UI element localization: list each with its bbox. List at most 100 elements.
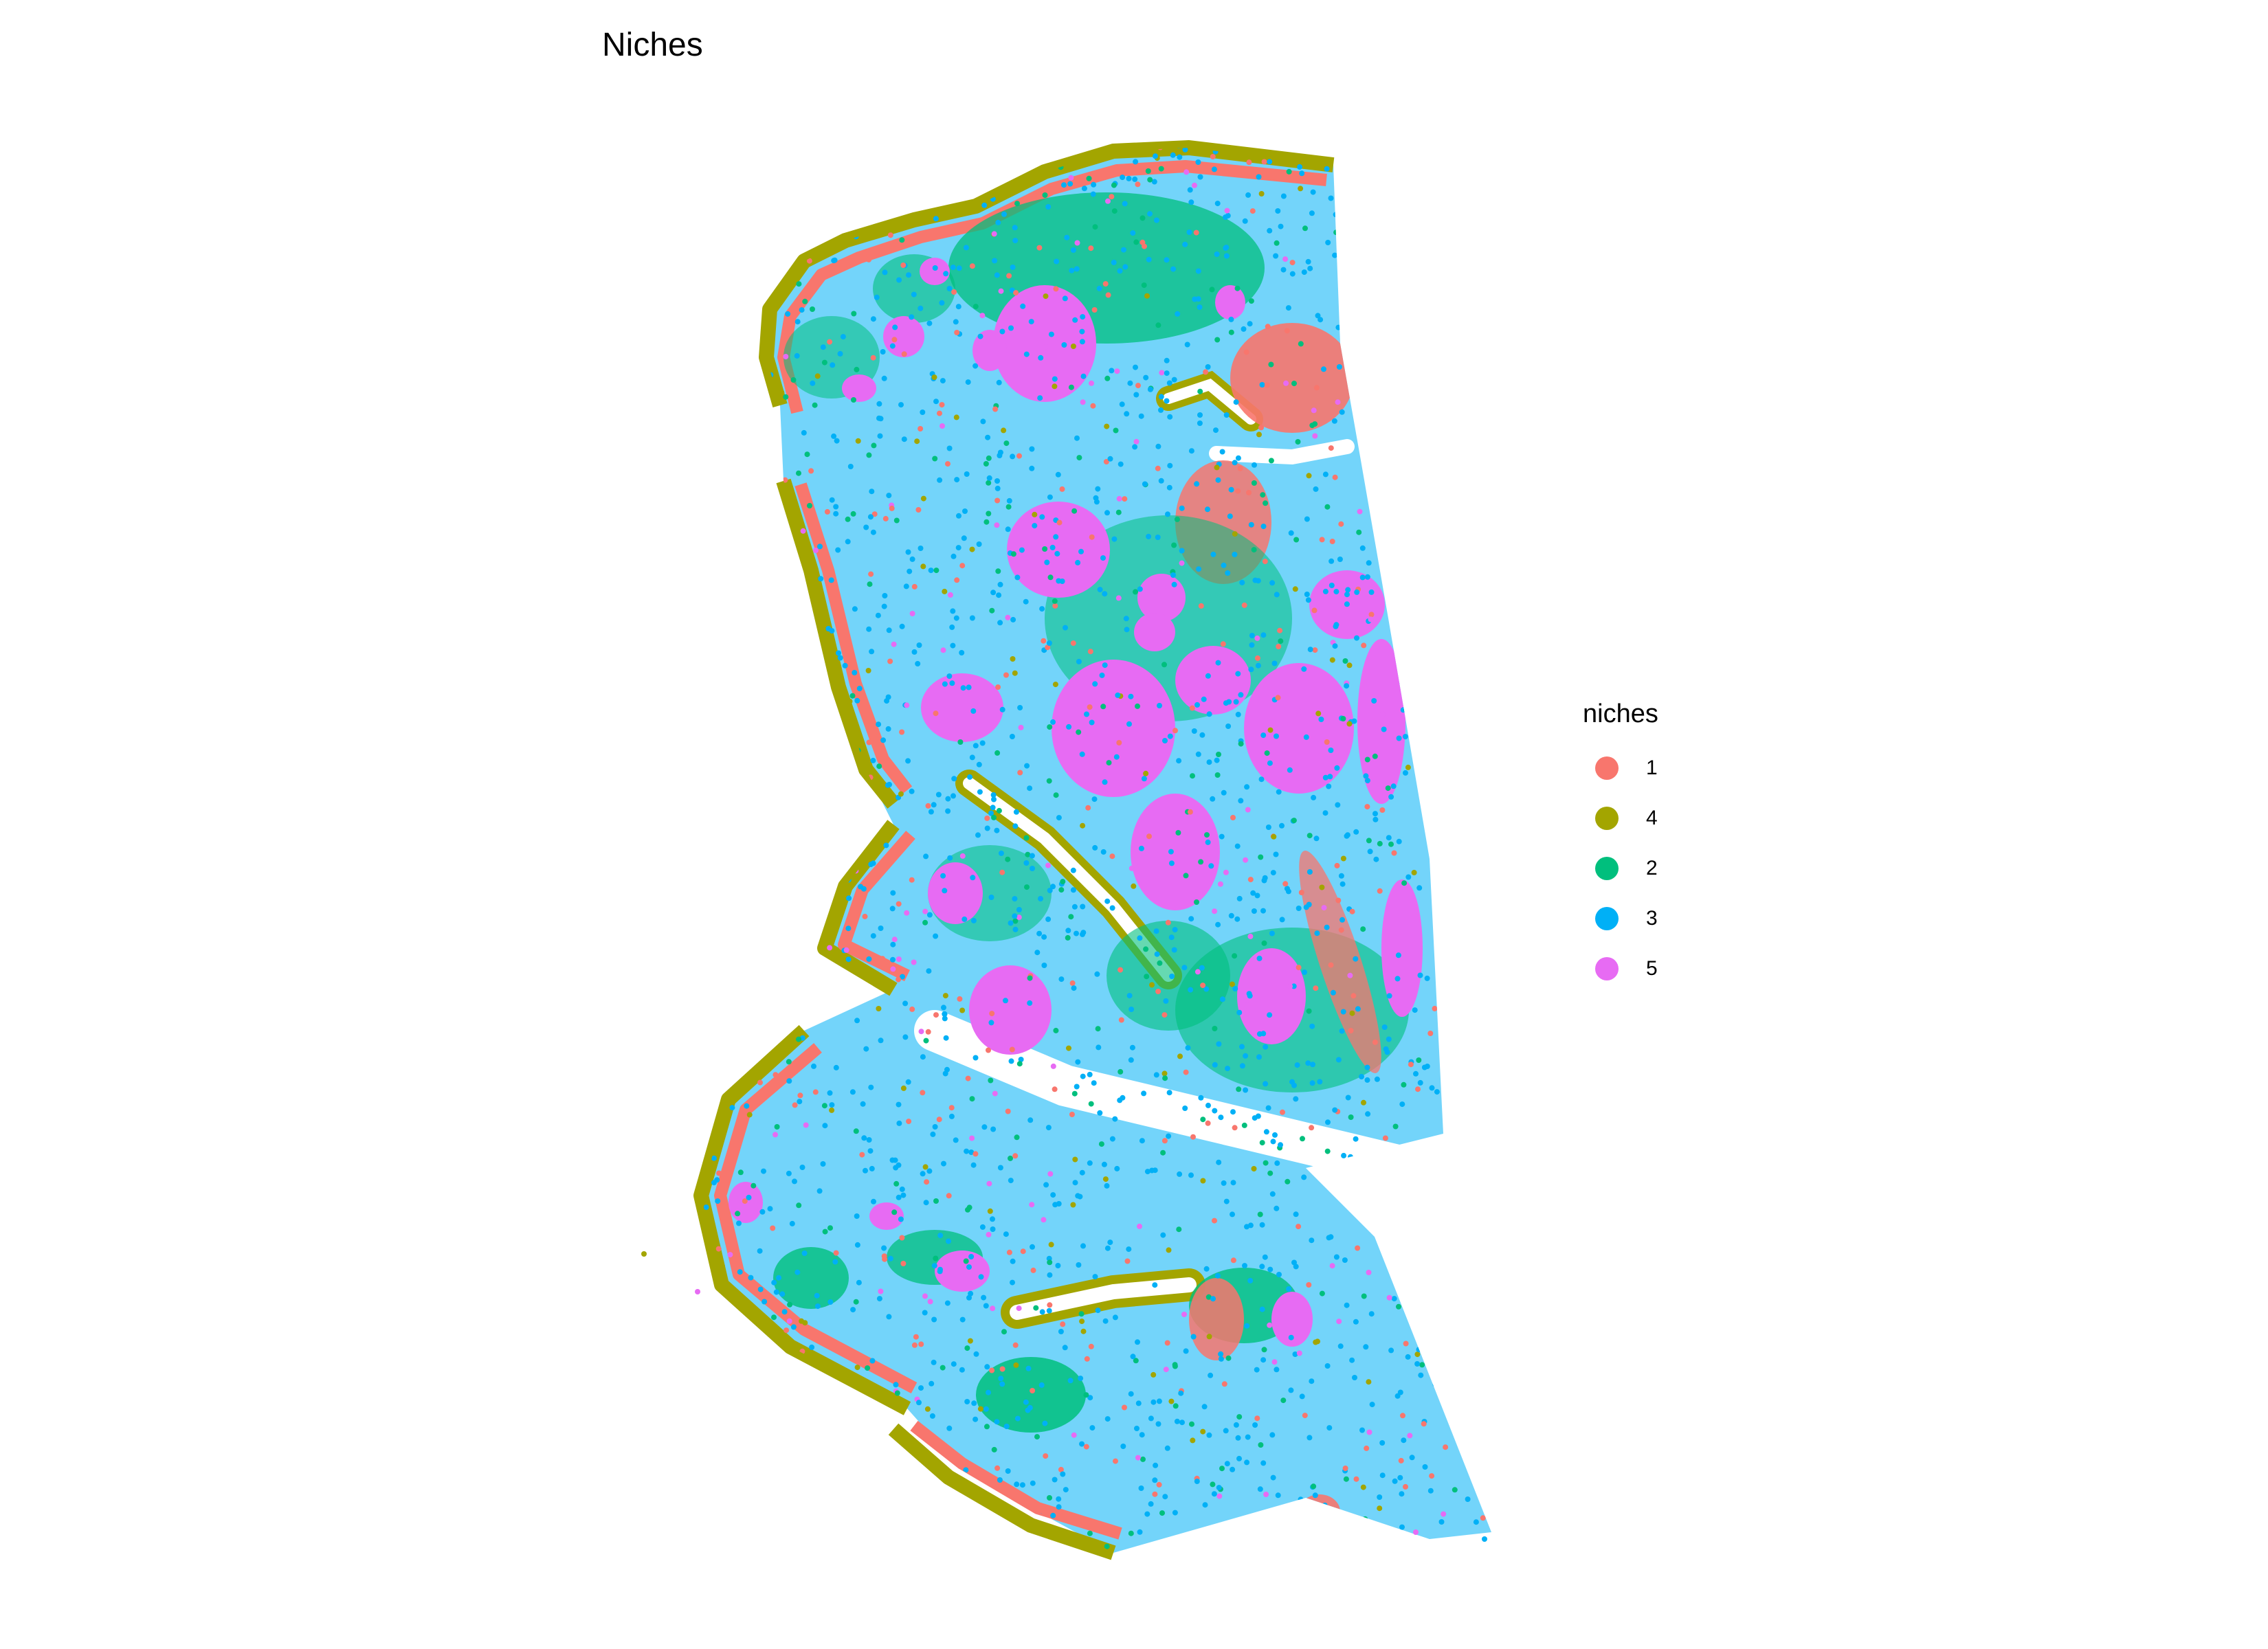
point: [1111, 208, 1118, 214]
point: [1102, 779, 1108, 785]
point: [1292, 586, 1298, 592]
point: [891, 1463, 898, 1469]
point: [1417, 1079, 1423, 1086]
point: [950, 642, 956, 649]
point: [1249, 642, 1255, 648]
point: [1135, 1339, 1140, 1345]
point: [1390, 424, 1397, 430]
point: [915, 507, 922, 513]
point: [1412, 223, 1419, 229]
point: [1460, 996, 1466, 1002]
point: [1039, 1558, 1045, 1564]
point: [1344, 683, 1350, 689]
point: [1170, 572, 1176, 578]
point: [1310, 1062, 1315, 1068]
point: [959, 563, 966, 569]
point: [1276, 789, 1282, 795]
point: [1447, 759, 1454, 765]
point: [1236, 895, 1243, 901]
point: [1244, 1459, 1250, 1466]
point: [1436, 860, 1443, 866]
point: [902, 1000, 909, 1007]
point: [1394, 159, 1400, 166]
point: [929, 1413, 935, 1419]
point: [1498, 1420, 1503, 1425]
point: [1508, 331, 1513, 337]
point: [1243, 1053, 1249, 1059]
point: [834, 139, 840, 144]
point: [865, 807, 871, 814]
point: [1242, 218, 1248, 224]
point: [925, 1029, 931, 1035]
point: [756, 232, 762, 238]
point: [869, 824, 875, 830]
point: [1145, 168, 1151, 174]
point: [896, 1101, 902, 1108]
point: [1473, 1246, 1479, 1253]
point: [1251, 908, 1257, 914]
point: [827, 945, 833, 951]
point: [1499, 291, 1504, 296]
point: [1280, 1398, 1287, 1404]
point: [1052, 383, 1058, 390]
point: [953, 319, 959, 325]
point: [1137, 1529, 1143, 1535]
point: [1259, 1222, 1265, 1228]
point: [950, 553, 957, 559]
point: [1200, 1117, 1206, 1123]
point: [1412, 148, 1419, 151]
point: [1115, 595, 1122, 601]
point: [1002, 159, 1008, 165]
point: [1248, 298, 1254, 304]
point: [735, 1470, 741, 1477]
stray-points: [641, 1251, 1487, 1542]
point: [1080, 314, 1086, 320]
point: [1009, 734, 1015, 739]
point: [1069, 267, 1075, 273]
point: [972, 743, 979, 749]
point: [1053, 1027, 1059, 1033]
point: [1120, 1560, 1125, 1566]
point: [880, 349, 886, 355]
niche-1-region: [1189, 1278, 1244, 1360]
point: [1138, 413, 1144, 419]
point: [772, 797, 778, 803]
point: [987, 1208, 993, 1214]
point: [727, 1252, 733, 1258]
point: [1236, 1455, 1242, 1461]
point: [1328, 445, 1334, 451]
niche-5-region: [1131, 794, 1220, 910]
point: [780, 892, 786, 898]
point: [703, 1204, 709, 1211]
point: [849, 1417, 856, 1424]
point: [737, 636, 743, 642]
point: [782, 1020, 788, 1027]
point: [946, 286, 953, 291]
point: [939, 300, 945, 306]
point: [1094, 971, 1100, 977]
point: [1122, 201, 1128, 207]
point: [924, 1179, 930, 1185]
point: [1214, 772, 1221, 778]
point: [1367, 1191, 1372, 1197]
point: [746, 1194, 752, 1200]
point: [1183, 873, 1189, 879]
point: [1258, 425, 1264, 431]
point: [1505, 945, 1511, 951]
point: [1092, 681, 1098, 687]
point: [1100, 704, 1107, 710]
point: [1195, 159, 1201, 165]
point: [996, 592, 1002, 598]
point: [866, 739, 872, 745]
point: [1216, 1159, 1222, 1165]
point: [1070, 640, 1076, 647]
point: [959, 853, 966, 859]
point: [931, 802, 937, 808]
point: [894, 1495, 900, 1501]
point: [1501, 1349, 1507, 1354]
point: [1070, 887, 1076, 893]
point: [1024, 763, 1030, 769]
point: [1111, 536, 1118, 542]
point: [1338, 873, 1344, 879]
point: [1221, 789, 1227, 796]
